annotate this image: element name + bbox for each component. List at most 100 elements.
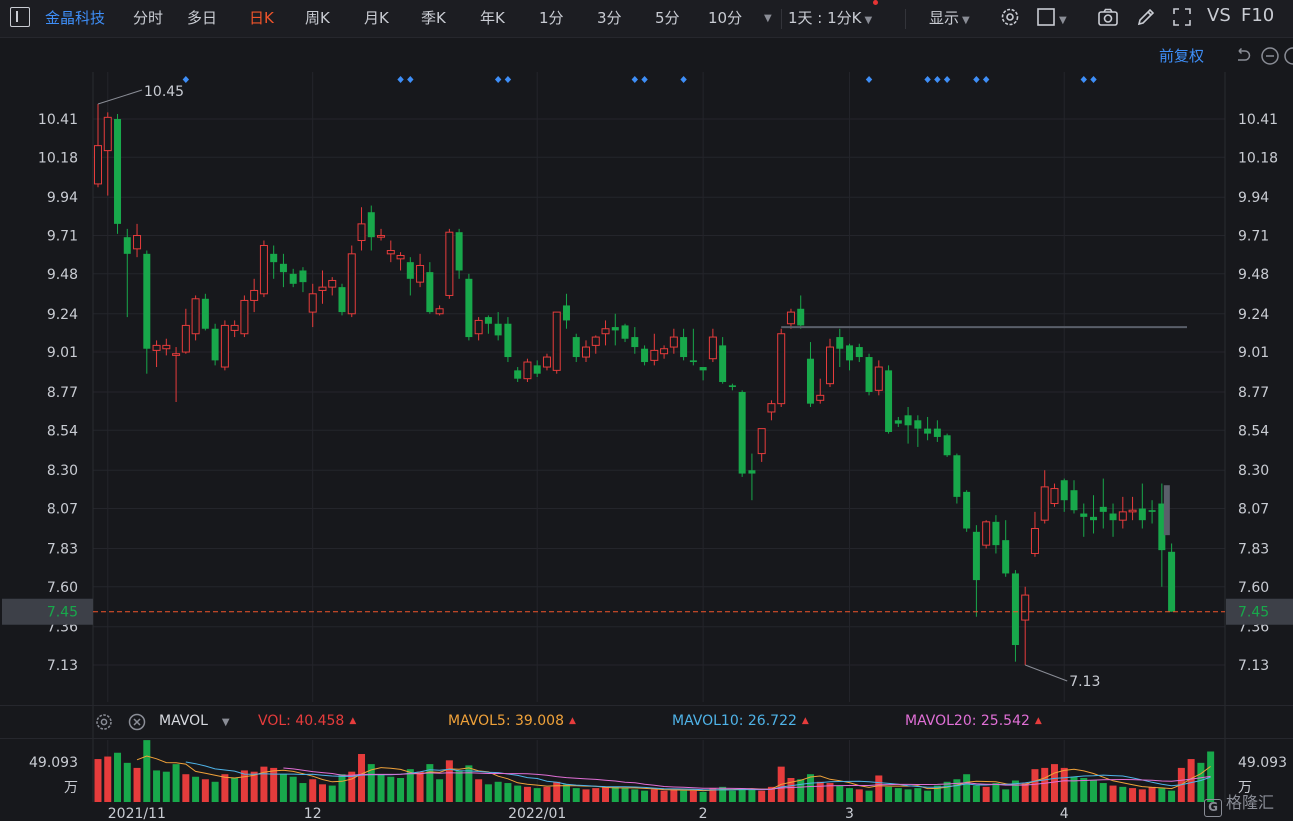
price-tick-label: 10.41 — [38, 112, 78, 128]
event-marker — [397, 76, 404, 83]
volume-bar — [1119, 786, 1127, 802]
candle-body — [445, 231, 454, 296]
volume-bar — [1109, 785, 1117, 802]
chevron-down-icon: ▼ — [864, 15, 873, 26]
candle-body — [1168, 551, 1176, 612]
indicator-selector[interactable]: MAVOL ▼ — [159, 713, 230, 729]
tab-weekly-k[interactable]: 周K — [305, 9, 330, 27]
minimize-icon[interactable] — [1260, 46, 1280, 66]
settings-icon[interactable] — [998, 5, 1022, 29]
price-tick-label: 9.94 — [1238, 190, 1269, 206]
tab-5min[interactable]: 5分 — [655, 9, 680, 27]
volume-bar — [767, 786, 775, 802]
tab-3min[interactable]: 3分 — [597, 9, 622, 27]
tab-monthly-k[interactable]: 月K — [364, 9, 389, 27]
mavol20-value: MAVOL20: 25.542 ▲ — [905, 713, 1042, 729]
event-markers[interactable] — [182, 76, 1097, 83]
event-marker — [504, 76, 512, 83]
candle-body — [904, 415, 912, 426]
candle-body — [386, 250, 395, 255]
volume-bar — [250, 771, 258, 802]
volume-bar — [875, 775, 883, 802]
tab-1min[interactable]: 1分 — [539, 9, 564, 27]
candle-body — [777, 333, 786, 405]
price-axis-left: 10.41 10.18 9.94 9.71 9.48 9.24 9.01 8.77 8.54 8.… — [38, 112, 78, 674]
event-marker — [680, 76, 687, 83]
volume-bar — [543, 786, 551, 802]
volume-bar — [465, 765, 473, 802]
volume-bar — [816, 781, 824, 802]
volume-bar — [172, 764, 180, 802]
volume-bar — [162, 771, 170, 802]
tab-yearly-k[interactable]: 年K — [480, 9, 505, 27]
candle-body — [982, 521, 991, 546]
volume-bar — [387, 776, 395, 802]
volume-bar — [836, 785, 844, 802]
drawing-shape-dropdown[interactable]: ▼ — [1036, 7, 1067, 27]
candle-body — [474, 319, 483, 335]
volume-bar — [982, 786, 990, 802]
candle-body — [406, 262, 414, 279]
current-price-tag-left — [2, 598, 93, 625]
event-marker — [182, 76, 190, 83]
display-dropdown[interactable]: 显示 ▼ — [929, 7, 970, 28]
candle-body — [133, 235, 142, 250]
fullscreen-icon[interactable] — [1170, 5, 1194, 29]
tab-multi-day[interactable]: 多日 — [187, 9, 218, 27]
candle-body — [1040, 486, 1049, 521]
volume-max-label: 49.093 — [29, 755, 78, 771]
stock-name[interactable]: 金晶科技 — [45, 9, 106, 27]
candle-body — [494, 323, 502, 336]
price-tick-label: 8.07 — [47, 502, 78, 518]
candle-body — [943, 435, 951, 456]
volume-bar — [855, 789, 863, 802]
f10-button[interactable]: F10 — [1241, 5, 1275, 26]
candle-body — [650, 349, 659, 361]
price-tick-label: 8.07 — [1238, 502, 1269, 518]
indicator-settings-icon[interactable] — [94, 712, 114, 732]
candle-body — [181, 324, 190, 353]
candle-body — [786, 311, 795, 325]
candle-body — [1021, 594, 1030, 621]
candlesticks — [94, 104, 1176, 665]
sidebar-toggle-icon[interactable] — [10, 7, 30, 27]
tab-10min[interactable]: 10分 — [708, 9, 743, 27]
combo-period-dropdown[interactable]: 1天 : 1分K ▼ — [788, 7, 872, 28]
undo-icon[interactable] — [1233, 46, 1253, 66]
mavol10-line — [185, 761, 1211, 791]
volume-bar — [924, 790, 932, 802]
mavol5-value: MAVOL5: 39.008 ▲ — [448, 713, 576, 729]
price-tick-label: 7.83 — [1238, 541, 1269, 557]
grid — [92, 72, 1226, 802]
tab-daily-k[interactable]: 日K — [249, 9, 274, 27]
date-axis: 2021/11 12 2022/01 2 3 4 — [108, 806, 1069, 821]
price-tick-label: 8.77 — [1238, 385, 1269, 401]
price-adjust-button[interactable]: 前复权 — [1159, 47, 1205, 65]
candle-body — [230, 324, 239, 331]
close-icon[interactable] — [1283, 46, 1293, 66]
candle-body — [259, 245, 268, 295]
candle-body — [1070, 490, 1078, 511]
candle-body — [1011, 573, 1019, 646]
volume-bar — [953, 779, 961, 802]
candle-body — [338, 287, 346, 313]
compare-vs-button[interactable]: VS — [1207, 5, 1231, 26]
tab-intraday[interactable]: 分时 — [133, 9, 164, 27]
more-periods-dropdown[interactable]: ▼ — [761, 7, 772, 25]
candle-body — [748, 470, 756, 474]
volume-bar — [397, 778, 405, 802]
volume-bar — [1168, 790, 1176, 802]
volume-unit-label: 万 — [1238, 780, 1252, 796]
indicator-close-icon[interactable] — [127, 712, 147, 732]
candle-body — [767, 403, 776, 413]
volume-bar — [650, 789, 658, 802]
tab-quarterly-k[interactable]: 季K — [421, 9, 446, 27]
mavol5-label: MAVOL5: 39.008 — [448, 713, 564, 729]
mavol20-line — [283, 767, 1211, 790]
price-tick-label: 9.01 — [47, 345, 78, 361]
pencil-icon[interactable] — [1134, 5, 1158, 29]
camera-icon[interactable] — [1096, 5, 1120, 29]
candle-body — [591, 336, 600, 346]
candle-body — [660, 348, 669, 355]
